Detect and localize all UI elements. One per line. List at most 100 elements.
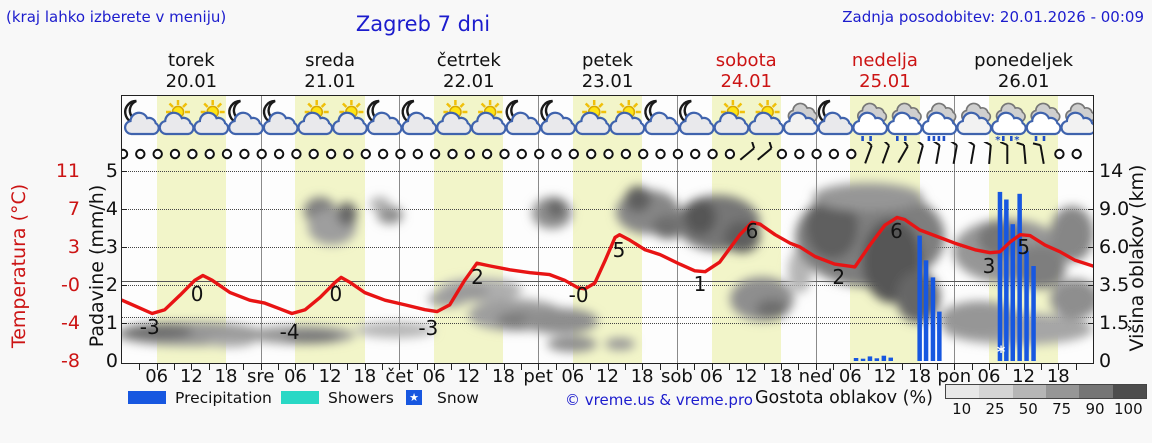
day-date-label: 23.01 xyxy=(581,71,634,92)
weather-icon-moon-cloud xyxy=(644,99,680,136)
weather-icon-sun-cloud xyxy=(470,100,507,136)
wind-calm-circle xyxy=(846,148,857,160)
temp-value-label: -0 xyxy=(568,283,589,307)
precip-bar xyxy=(1024,250,1029,361)
temp-value-label: -3 xyxy=(139,315,160,339)
precip-bar xyxy=(874,358,880,361)
precipitation-tick-label: 2 xyxy=(105,274,118,296)
cloud-blob xyxy=(547,336,597,352)
snow-legend-label: Snow xyxy=(437,389,479,407)
x-axis-tick xyxy=(347,364,349,370)
precipitation-tick-label: 3 xyxy=(105,236,118,258)
x-axis-tick xyxy=(676,364,678,370)
gridline-dotted xyxy=(122,171,1093,172)
day-date-label: 26.01 xyxy=(997,71,1050,92)
wind-calm-circle xyxy=(169,148,181,160)
wind-barb xyxy=(897,142,909,164)
wind-calm-circle xyxy=(586,148,597,160)
temp-value-label: 3 xyxy=(982,254,996,278)
precip-bar xyxy=(997,191,1003,361)
x-axis-tick xyxy=(416,364,418,370)
precip-bar xyxy=(930,277,936,361)
day-name-label: petek xyxy=(581,50,634,71)
cloud-blob xyxy=(1050,279,1093,319)
precip-bar xyxy=(923,260,929,361)
cloud-height-tick-label: 14 xyxy=(1099,160,1124,182)
gridline-dotted xyxy=(122,285,1093,286)
cloud-blob xyxy=(337,202,357,226)
weather-icon-moon-cloud xyxy=(540,99,576,136)
wind-calm-circle xyxy=(273,148,285,160)
precip-bar xyxy=(1017,193,1022,361)
x-axis-label: 12 xyxy=(873,366,897,387)
left-axis-tick xyxy=(122,209,127,210)
temperature-line xyxy=(122,215,1093,316)
weather-icon-sleet: * * xyxy=(991,102,1027,144)
wind-barb xyxy=(1032,142,1045,165)
copyright-link[interactable]: © vreme.us & vreme.pro xyxy=(565,391,753,409)
left-axis-tick xyxy=(122,285,127,286)
precipitation-tick-label: 1 xyxy=(105,312,118,334)
weather-icon-sun-cloud xyxy=(297,100,334,136)
wind-calm-circle xyxy=(221,148,233,160)
temperature-tick-label: -0 xyxy=(61,274,80,296)
day-date-label: 25.01 xyxy=(859,71,911,92)
x-axis-label: 12 xyxy=(318,366,342,387)
cloud-blob xyxy=(1050,206,1093,262)
day-date-label: 24.01 xyxy=(720,71,772,92)
right-axis-tick xyxy=(1088,209,1093,210)
colorbar-segment xyxy=(946,385,980,398)
x-axis-label: 06 xyxy=(977,366,1001,387)
x-axis-label: 12 xyxy=(179,366,203,387)
x-axis-label: 18 xyxy=(492,366,515,387)
wind-calm-circle xyxy=(1054,148,1065,160)
temp-value-label: 6 xyxy=(890,219,903,243)
x-axis-tick xyxy=(486,364,488,370)
x-axis-label: 06 xyxy=(700,366,723,387)
day-name-label: torek xyxy=(168,50,215,71)
wind-calm-circle xyxy=(638,148,649,160)
day-name-label: sreda xyxy=(305,50,356,71)
right-axis-tick xyxy=(1088,285,1093,286)
precip-bar xyxy=(853,358,859,361)
x-axis-tick xyxy=(260,364,262,370)
precipitation-bars: * xyxy=(853,191,1036,361)
x-axis-label: 18 xyxy=(1046,366,1070,387)
wind-calm-circle xyxy=(534,148,545,160)
wind-barb xyxy=(1016,142,1027,165)
showers-swatch xyxy=(281,391,319,404)
x-axis-label: 18 xyxy=(214,366,238,387)
temperature-tick-label: -8 xyxy=(61,350,80,372)
precip-bar xyxy=(867,356,873,361)
wind-barb xyxy=(864,142,873,164)
x-axis-tick xyxy=(364,364,366,370)
x-axis-label: ned xyxy=(798,366,833,387)
wind-calm-circle xyxy=(152,148,163,160)
x-axis-label: 06 xyxy=(283,366,307,387)
temperature-axis-label: Temperatura (°C) xyxy=(8,183,30,349)
cloud-blob xyxy=(806,195,858,259)
colorbar-segment xyxy=(979,385,1013,398)
colorbar-tick-label: 75 xyxy=(1052,400,1072,418)
weather-icon-moon-cloud xyxy=(262,99,299,136)
x-axis-tick xyxy=(936,364,938,370)
wind-barb xyxy=(949,142,958,165)
temp-value-label: 2 xyxy=(471,265,484,289)
day-name-label: ponedeljek xyxy=(974,50,1074,71)
x-axis-label: 18 xyxy=(908,366,932,387)
x-axis-label: 18 xyxy=(769,366,793,387)
x-axis-label: čet xyxy=(385,366,414,387)
weather-icon-rain xyxy=(1025,102,1062,141)
svg-text:*: * xyxy=(1014,135,1020,144)
x-axis-tick xyxy=(763,364,765,370)
x-axis-label: 18 xyxy=(353,366,377,387)
day-separator xyxy=(538,96,540,363)
day-date-label: 20.01 xyxy=(165,71,218,92)
colorbar-segment xyxy=(1112,385,1146,398)
x-axis-tick xyxy=(312,364,314,370)
plot-area: * -3 0 -4 0 -3 2 -0 5 1 6 2 6 3 5 * * xyxy=(121,95,1094,364)
wind-calm-circle xyxy=(343,148,354,160)
temp-value-label: 6 xyxy=(745,219,759,243)
weather-icon-moon-cloud xyxy=(228,99,264,136)
wind-calm-circle xyxy=(516,148,527,160)
